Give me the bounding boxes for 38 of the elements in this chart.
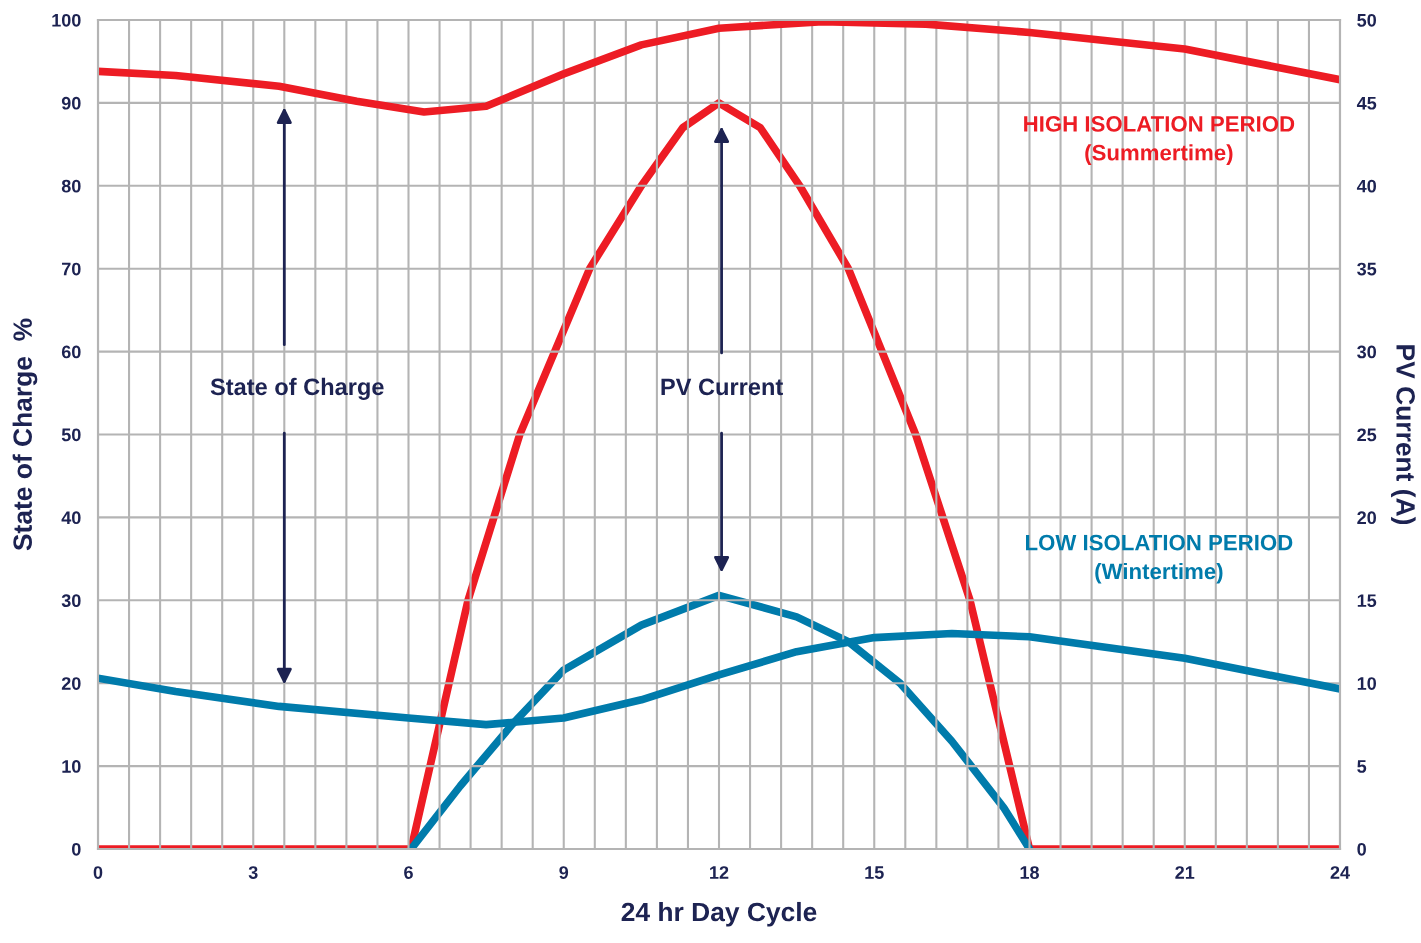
y-tick-label: 100 xyxy=(52,13,81,27)
annotation: HIGH ISOLATION PERIOD (Summertime) xyxy=(1024,116,1295,165)
y-tick-label: 0 xyxy=(72,842,81,856)
y2-tick-label: 20 xyxy=(1357,511,1377,525)
y2-tick-label: 40 xyxy=(1356,179,1377,193)
y-tick-label: 90 xyxy=(61,96,81,110)
x-axis-title: 24 hr Day Cycle xyxy=(621,901,817,927)
y-tick-label: 10 xyxy=(62,760,81,773)
x-tick-label: 24 xyxy=(1330,866,1350,879)
x-tick-label: 9 xyxy=(559,866,569,879)
x-tick-label: 0 xyxy=(93,866,103,879)
x-tick-label: 12 xyxy=(710,866,729,879)
annotation: LOW ISOLATION PERIOD (Wintertime) xyxy=(1026,534,1293,584)
y2-axis-title: PV Current (A) xyxy=(1391,345,1416,525)
y-axis-title: State of Charge % xyxy=(12,318,38,551)
x-tick-label: 18 xyxy=(1020,866,1039,879)
y2-tick-label: 35 xyxy=(1357,262,1377,276)
y-tick-label: 20 xyxy=(61,677,81,690)
y2-tick-label: 5 xyxy=(1357,760,1367,773)
y2-tick-label: 15 xyxy=(1357,594,1377,608)
y2-tick-label: 0 xyxy=(1357,842,1366,856)
x-tick-label: 15 xyxy=(865,866,884,879)
y2-tick-label: 30 xyxy=(1357,345,1377,359)
y-tick-label: 50 xyxy=(61,428,81,442)
y-tick-label: 30 xyxy=(61,594,81,608)
x-tick-label: 3 xyxy=(248,866,258,879)
annotation: PV Current xyxy=(661,378,783,396)
annotation: State of Charge xyxy=(210,377,384,400)
y-tick-label: 80 xyxy=(61,179,81,193)
y-tick-label: 60 xyxy=(61,345,81,359)
y2-tick-label: 25 xyxy=(1357,428,1377,442)
y2-tick-label: 10 xyxy=(1357,677,1377,690)
x-tick-label: 6 xyxy=(404,866,413,879)
y-tick-label: 70 xyxy=(62,262,81,276)
y2-tick-label: 45 xyxy=(1356,97,1377,110)
y-tick-label: 40 xyxy=(61,511,81,525)
y2-tick-label: 50 xyxy=(1357,13,1377,27)
x-tick-label: 21 xyxy=(1175,866,1195,879)
